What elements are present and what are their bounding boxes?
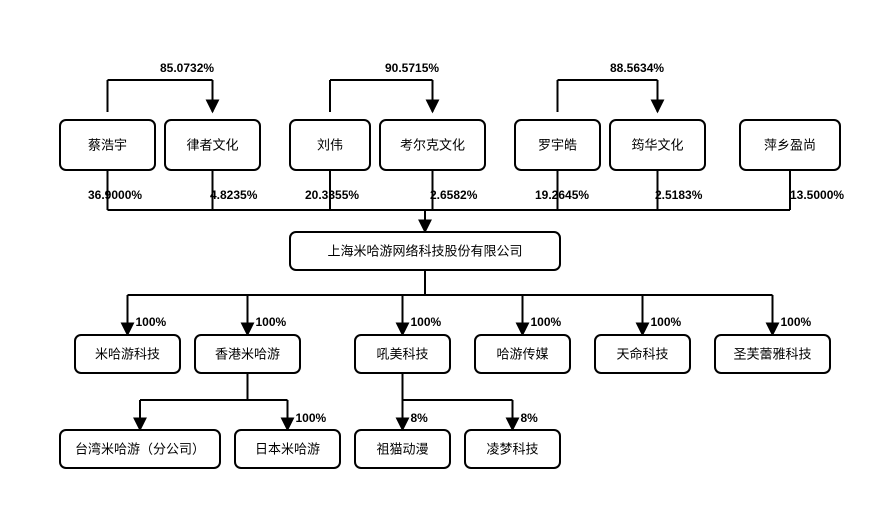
node-label-mhytech: 米哈游科技 [95, 347, 160, 362]
pct-top-luo: 88.5634% [610, 61, 664, 75]
node-label-yuhua: 筠华文化 [631, 138, 683, 153]
node-label-mihoyo: 上海米哈游网络科技股份有限公司 [327, 244, 522, 259]
pct-shareholder-kaoerke: 2.6582% [430, 188, 478, 202]
node-label-houmei: 吼美科技 [376, 347, 428, 362]
node-label-hk: 香港米哈游 [215, 347, 280, 362]
pct-mihoyo-mhytech: 100% [136, 315, 167, 329]
pct-mihoyo-houmei: 100% [411, 315, 442, 329]
pct-mihoyo-shengfu: 100% [781, 315, 812, 329]
node-label-cai: 蔡浩宇 [88, 138, 127, 153]
node-label-kaoerke: 考尔克文化 [400, 138, 465, 153]
node-label-liuwei: 刘伟 [317, 138, 343, 153]
pct-shareholder-liuwei: 20.3355% [305, 188, 359, 202]
node-label-hayou: 哈游传媒 [496, 347, 548, 362]
node-label-luo: 罗宇皓 [538, 138, 577, 153]
node-label-zumao: 祖猫动漫 [376, 442, 428, 457]
pct-top-cai: 85.0732% [160, 61, 214, 75]
node-label-jp: 日本米哈游 [255, 442, 320, 457]
ownership-diagram: 蔡浩宇 律者文化 刘伟 考尔克文化 罗宇皓 筠华文化 萍乡盈尚上海米哈游网络科技股份有限公司… [0, 0, 895, 518]
node-label-lingmeng: 凌梦科技 [486, 442, 538, 457]
pct-houmei-zumao: 8% [411, 411, 429, 425]
pct-hk-jp: 100% [296, 411, 327, 425]
node-label-tianming: 天命科技 [616, 347, 668, 362]
node-label-shengfu: 圣芙蕾雅科技 [733, 347, 811, 362]
node-label-pingxiang: 萍乡盈尚 [764, 138, 816, 153]
pct-shareholder-cai: 36.9000% [88, 188, 142, 202]
pct-shareholder-pingxiang: 13.5000% [790, 188, 844, 202]
pct-houmei-lingmeng: 8% [521, 411, 539, 425]
pct-shareholder-yuhua: 2.5183% [655, 188, 703, 202]
node-label-tw: 台湾米哈游（分公司） [75, 442, 205, 457]
node-label-lvzhe: 律者文化 [186, 138, 238, 153]
pct-shareholder-luo: 19.2645% [535, 188, 589, 202]
pct-shareholder-lvzhe: 4.8235% [210, 188, 258, 202]
pct-mihoyo-hayou: 100% [531, 315, 562, 329]
pct-top-liuwei: 90.5715% [385, 61, 439, 75]
pct-mihoyo-tianming: 100% [651, 315, 682, 329]
pct-mihoyo-hk: 100% [256, 315, 287, 329]
